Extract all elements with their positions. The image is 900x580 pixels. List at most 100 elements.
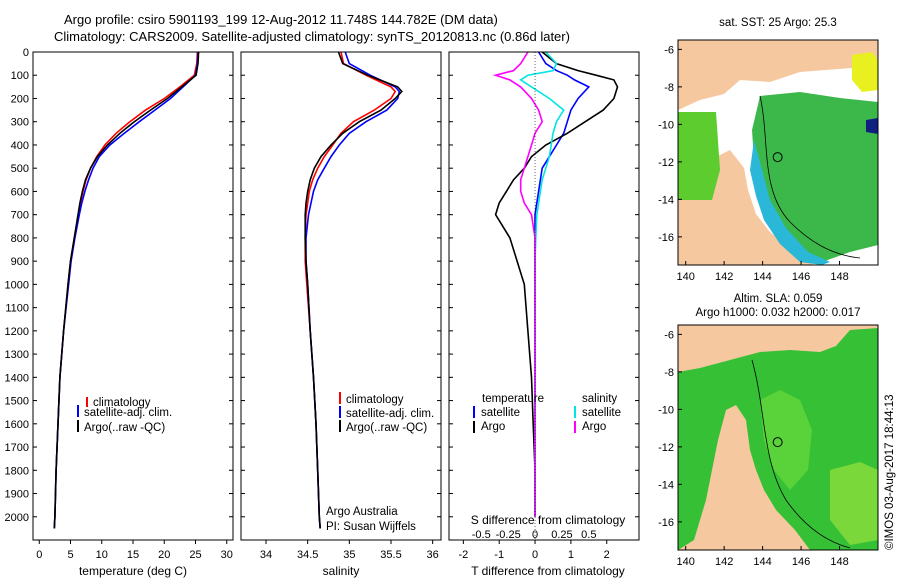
coral-sea-sst [752, 92, 878, 262]
map-y-tick-label: -16 [658, 517, 674, 529]
difference-frame [448, 51, 640, 541]
y-tick-label: 100 [11, 70, 29, 82]
warm-patch-sst [852, 52, 878, 92]
x-tick-label: 15 [127, 549, 139, 561]
difference-panel: -2 -1 0 1 2 -0.5 -0.25 0 0.25 0.5 S difference fr… [448, 51, 640, 578]
deep-blue-patch [866, 118, 878, 134]
x-tick-label: 20 [158, 549, 170, 561]
salinity-annotation-pi: PI: Susan Wijffels [326, 521, 416, 533]
x-tick-label: 1 [568, 549, 574, 561]
isobath-line [751, 359, 851, 549]
y-tick-label: 1100 [5, 303, 29, 315]
gulf-sst [678, 112, 720, 200]
y-tick-label: 1800 [5, 465, 29, 477]
sla-south-patch [830, 462, 878, 545]
series-line-s-argo [492, 52, 544, 517]
x2-tick-label: 0.25 [551, 529, 572, 541]
map-y-tick-label: -6 [664, 329, 674, 341]
legend-t-argo-label: Argo [481, 421, 505, 433]
y-tick-label: 300 [11, 117, 29, 129]
temperature-legend: climatology satellite-adj. clim. Argo(..… [77, 397, 172, 434]
y-tick-label: 400 [11, 140, 29, 152]
difference-ticks: -2 -1 0 1 2 -0.5 -0.25 0 0.25 0.5 [449, 51, 639, 561]
x2-tick-label: 0.5 [581, 529, 596, 541]
x-tick-label: 25 [189, 549, 201, 561]
temperature-ticks: 0 5 10 15 20 25 300100200300400500600700800900… [5, 47, 233, 561]
map-y-tick-label: -12 [658, 157, 674, 169]
argo-position-marker [772, 152, 783, 163]
series-line-climatology [53, 52, 199, 529]
series-line-satellite-adj-clim- [53, 52, 199, 529]
salinity-lines [304, 52, 403, 529]
x-tick-label: 34 [260, 549, 272, 561]
y-tick-label: 1400 [5, 372, 29, 384]
y-tick-label: 1900 [5, 489, 29, 501]
x-tick-label: 35 [343, 549, 355, 561]
salinity-xlabel: salinity [323, 564, 360, 578]
x-tick-label: -2 [458, 549, 468, 561]
y-tick-label: 0 [23, 47, 29, 59]
legend-salinity-heading: salinity [582, 393, 617, 405]
temperature-panel: 0 5 10 15 20 25 300100200300400500600700800900… [5, 47, 234, 578]
x-tick-label: 0 [36, 549, 42, 561]
sla-high-patch [760, 390, 812, 490]
sla-map-subtitle: Argo h1000: 0.032 h2000: 0.017 [696, 307, 861, 319]
map-x-tick-label: 144 [753, 271, 771, 283]
x-tick-label: 5 [67, 549, 73, 561]
y-tick-label: 2000 [5, 512, 29, 524]
map-x-tick-label: 144 [753, 556, 771, 568]
legend-s-sat-label: satellite [582, 407, 621, 419]
figure-title-line1: Argo profile: csiro 5901193_199 12-Aug-2… [64, 12, 498, 27]
legend-argo-label: Argo(..raw -QC) [84, 422, 165, 434]
sst-map-panel: sat. SST: 25 Argo: 25.3 140 142 144 146 148 -… [658, 17, 879, 283]
x-tick-label: 2 [604, 549, 610, 561]
salinity-annotation-org: Argo Australia [326, 506, 398, 518]
legend-argo-label: Argo(..raw -QC) [346, 422, 427, 434]
y-tick-label: 1600 [5, 419, 29, 431]
map-y-tick-label: -8 [664, 82, 674, 94]
y-tick-label: 700 [11, 210, 29, 222]
sst-map-ticks: 140 142 144 146 148 -6 -8 -10 -12 -14 -16 [658, 44, 849, 283]
map-y-tick-label: -6 [664, 44, 674, 56]
map-x-tick-label: 148 [830, 556, 848, 568]
map-x-tick-label: 140 [677, 556, 695, 568]
salinity-frame [240, 51, 442, 541]
map-y-tick-label: -14 [658, 194, 674, 206]
sla-map-frame [677, 324, 879, 551]
y-tick-label: 1300 [5, 349, 29, 361]
series-line-climatology [304, 52, 397, 529]
y-tick-label: 1500 [5, 396, 29, 408]
map-y-tick-label: -14 [658, 479, 674, 491]
y-tick-label: 200 [11, 93, 29, 105]
salinity-ticks: 34 34.5 35 35.5 36 [241, 51, 441, 561]
x-tick-label: 30 [221, 549, 233, 561]
map-x-tick-label: 146 [792, 271, 810, 283]
argo-position-marker [772, 437, 783, 448]
legend-clim-label: climatology [346, 394, 404, 406]
y-tick-label: 1000 [5, 279, 29, 291]
temperature-lines [53, 52, 200, 529]
y-tick-label: 900 [11, 256, 29, 268]
sla-map-panel: Altim. SLA: 0.059 Argo h1000: 0.032 h200… [658, 293, 879, 568]
x2-tick-label: -0.25 [496, 529, 521, 541]
map-y-tick-label: -10 [658, 404, 674, 416]
salinity-panel: 34 34.5 35 35.5 36 salinity climatology sate… [240, 51, 442, 578]
x-tick-label: 34.5 [297, 549, 318, 561]
map-x-tick-label: 146 [792, 556, 810, 568]
coastal-cool-sst [750, 140, 830, 265]
legend-temperature-heading: temperature [482, 393, 544, 405]
temperature-xlabel: temperature (deg C) [79, 564, 187, 578]
x2-tick-label: -0.5 [472, 529, 491, 541]
x2-tick-label: 0 [532, 529, 538, 541]
y-tick-label: 1200 [5, 326, 29, 338]
map-x-tick-label: 140 [677, 271, 695, 283]
salinity-legend: climatology satellite-adj. clim. Argo(..… [339, 392, 434, 434]
map-y-tick-label: -12 [658, 442, 674, 454]
difference-legend: temperature satellite Argo salinity sate… [473, 393, 621, 433]
map-x-tick-label: 142 [715, 271, 733, 283]
isobath-line [759, 95, 861, 259]
series-line-argo-raw-qc- [53, 52, 200, 529]
series-line-argo-raw-qc- [304, 52, 403, 529]
y-tick-label: 600 [11, 186, 29, 198]
x-tick-label: 0 [532, 549, 538, 561]
